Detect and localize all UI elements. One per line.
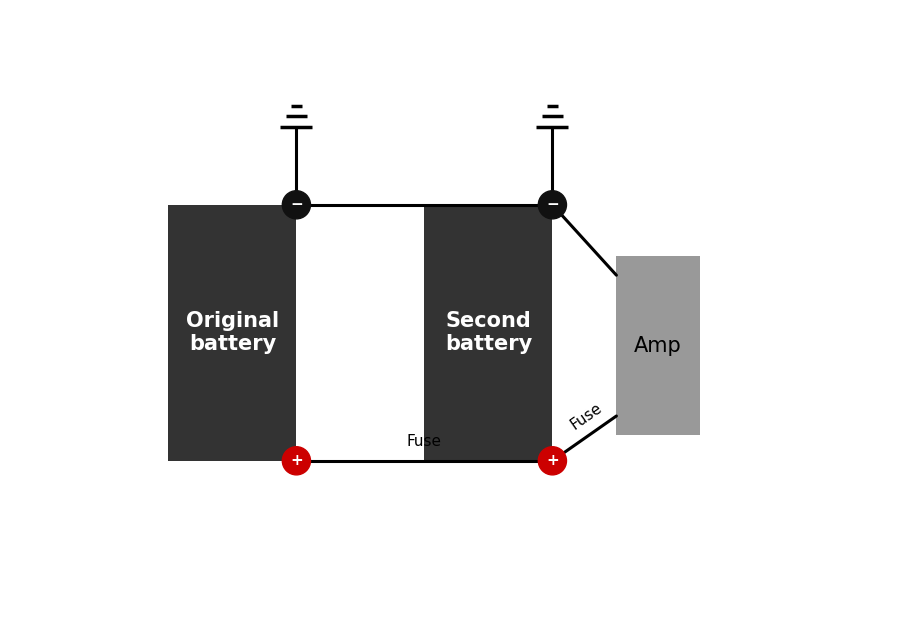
- Circle shape: [283, 447, 310, 475]
- Bar: [616, 256, 699, 435]
- Text: +: +: [546, 453, 559, 468]
- Text: Second
battery: Second battery: [445, 311, 532, 355]
- Text: Fuse: Fuse: [568, 400, 605, 433]
- Bar: [168, 205, 296, 461]
- Text: +: +: [290, 453, 302, 468]
- Text: −: −: [546, 197, 559, 212]
- Circle shape: [283, 191, 310, 219]
- Bar: [425, 205, 553, 461]
- Circle shape: [538, 447, 566, 475]
- Text: Original
battery: Original battery: [185, 311, 279, 355]
- Text: Amp: Amp: [634, 335, 682, 356]
- Text: −: −: [290, 197, 302, 212]
- Text: Fuse: Fuse: [407, 435, 442, 449]
- Circle shape: [538, 191, 566, 219]
